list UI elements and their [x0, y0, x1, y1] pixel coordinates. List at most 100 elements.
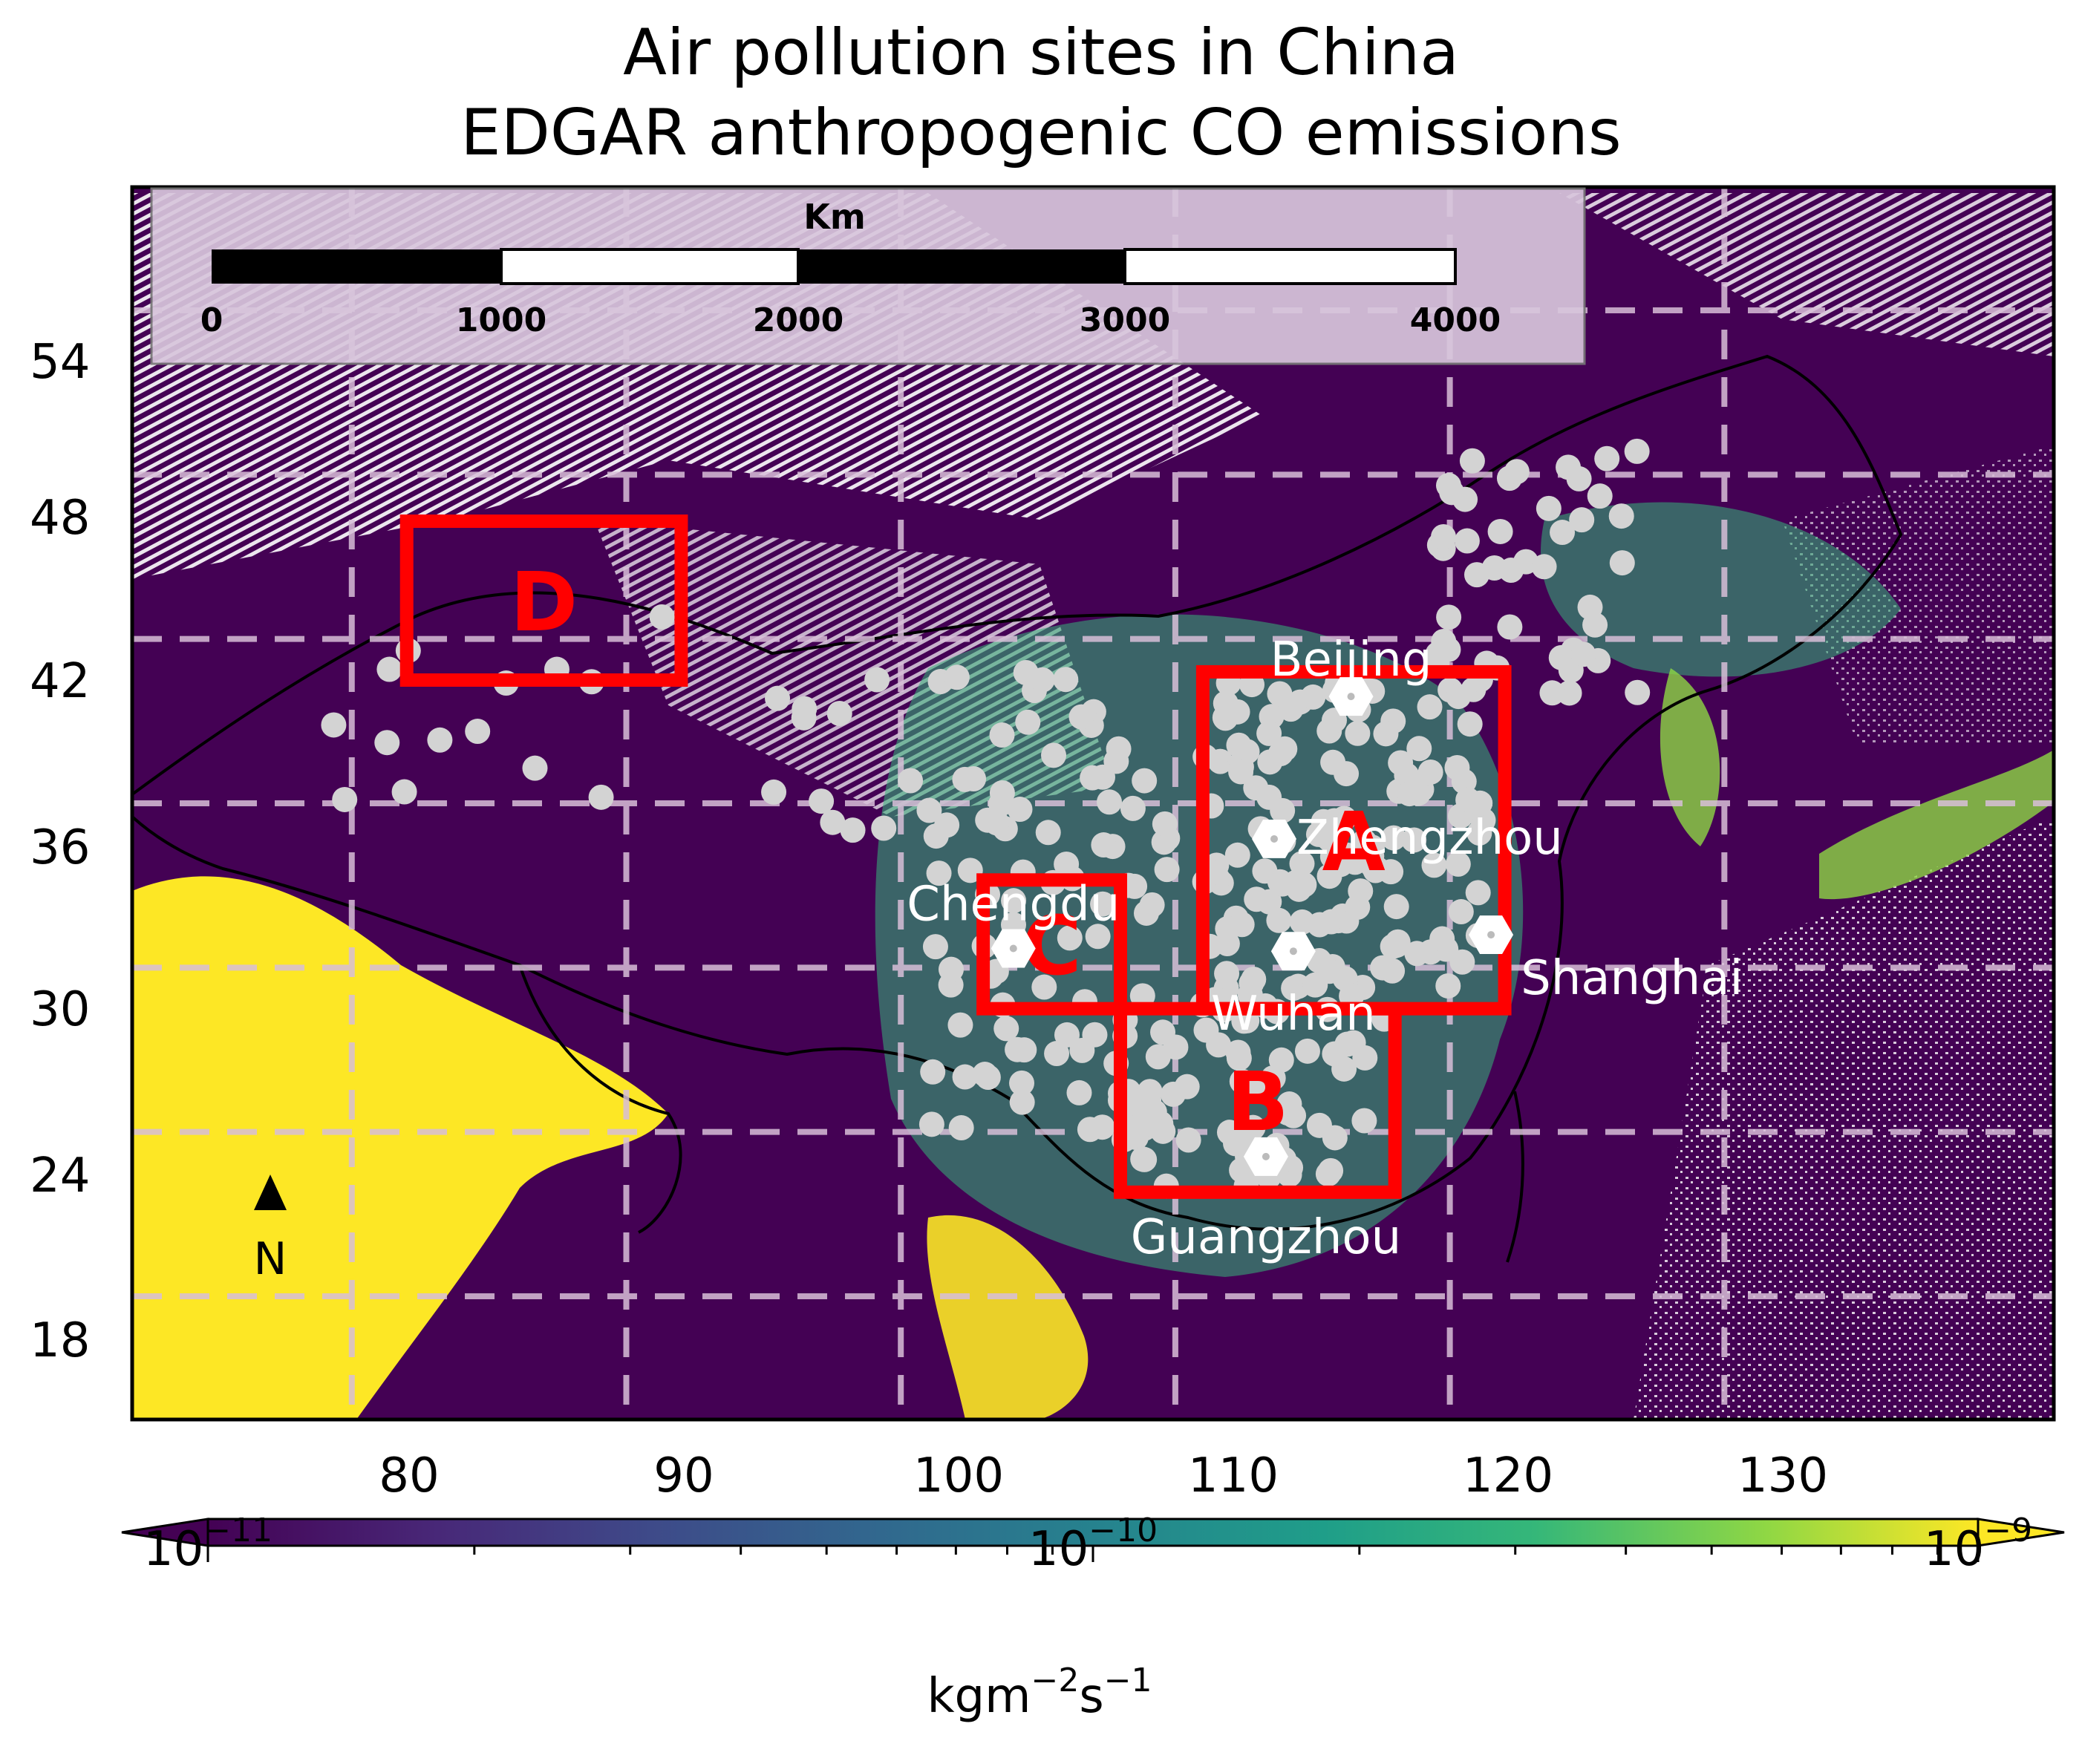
y-tick: 42: [30, 654, 91, 709]
site-point: [864, 667, 890, 693]
site-point: [1417, 759, 1443, 785]
x-tick: 120: [1462, 1448, 1554, 1503]
site-point: [1085, 924, 1111, 950]
site-point: [1294, 1038, 1320, 1064]
y-tick: 18: [30, 1313, 91, 1368]
site-point: [1035, 820, 1061, 846]
region-box: [1113, 1002, 1402, 1199]
x-tick: 80: [379, 1448, 440, 1503]
site-point: [1015, 709, 1041, 735]
site-point: [1286, 876, 1312, 902]
city-label: Guangzhou: [1131, 1210, 1401, 1265]
site-point: [1504, 459, 1530, 485]
site-point: [1150, 1019, 1176, 1045]
region-box: [976, 873, 1127, 1016]
site-point: [1334, 761, 1360, 787]
site-point: [1322, 1041, 1348, 1067]
site-point: [989, 780, 1015, 806]
scale-tick: 1000: [456, 301, 546, 339]
site-point: [588, 784, 614, 810]
site-point: [374, 730, 400, 756]
site-point: [1123, 1088, 1149, 1114]
colorbar: [121, 1518, 2065, 1562]
scale-tick: 4000: [1410, 301, 1501, 339]
site-point: [1053, 667, 1079, 693]
city-marker-dot: [1009, 944, 1017, 953]
site-point: [1031, 974, 1057, 1000]
site-point: [1373, 721, 1399, 747]
site-point: [1268, 1047, 1294, 1073]
site-point: [1431, 523, 1457, 549]
site-point: [1363, 858, 1388, 883]
scale-tick: 2000: [753, 301, 843, 339]
site-point: [1066, 1079, 1092, 1105]
site-point: [1448, 899, 1474, 925]
site-point: [1122, 873, 1148, 899]
site-point: [1054, 851, 1080, 877]
scale-bar: Km 0 1000 2000 3000 4000: [150, 187, 1586, 365]
site-point: [1001, 888, 1027, 914]
site-point: [1406, 736, 1432, 762]
city-marker-dot: [1487, 931, 1495, 939]
site-point: [952, 1064, 978, 1090]
site-point: [427, 727, 453, 753]
site-point: [1151, 829, 1177, 855]
site-point: [926, 860, 952, 886]
site-point: [1334, 842, 1360, 868]
site-point: [1082, 1022, 1108, 1048]
site-point: [1467, 790, 1493, 816]
site-point: [1316, 863, 1342, 889]
site-point: [1216, 1120, 1242, 1146]
site-point: [1421, 852, 1447, 878]
site-point: [1089, 1114, 1115, 1140]
site-point: [1215, 915, 1241, 941]
colorbar-extend-max: [1977, 1518, 2065, 1547]
site-point: [1429, 926, 1455, 952]
region-label: D: [510, 555, 578, 650]
site-point: [1609, 550, 1635, 576]
north-arrow: N: [254, 1175, 287, 1285]
emission-field: [132, 187, 2054, 1420]
site-point: [1009, 1089, 1035, 1115]
site-point: [1624, 438, 1650, 464]
site-point: [1228, 759, 1254, 785]
site-point: [1009, 1070, 1035, 1096]
site-point: [465, 719, 491, 745]
scale-tick: 3000: [1080, 301, 1170, 339]
site-point: [984, 810, 1010, 836]
site-point: [1570, 641, 1596, 667]
site-point: [1439, 480, 1465, 506]
site-point: [1214, 961, 1240, 987]
city-marker-dot: [1262, 1152, 1270, 1160]
site-point: [1608, 503, 1634, 529]
site-point: [920, 1059, 946, 1085]
site-point: [1625, 679, 1651, 705]
site-point: [761, 779, 787, 805]
site-point: [1270, 797, 1296, 823]
site-point: [1444, 755, 1470, 781]
site-point: [1207, 748, 1233, 774]
site-point: [522, 755, 548, 781]
site-point: [1091, 832, 1117, 858]
y-tick: 30: [30, 982, 91, 1037]
site-point: [1226, 732, 1252, 758]
site-point: [1306, 1112, 1332, 1138]
x-tick: 90: [653, 1448, 714, 1503]
site-point: [1445, 851, 1471, 877]
site-point: [898, 768, 924, 794]
site-point: [1175, 1127, 1201, 1153]
site-point: [1345, 894, 1371, 920]
site-point: [1161, 1081, 1187, 1107]
chart-title-line1: Air pollution sites in China: [623, 16, 1459, 90]
site-point: [820, 809, 846, 835]
site-point: [1152, 811, 1178, 837]
site-point: [826, 700, 852, 726]
north-label: N: [254, 1233, 287, 1285]
site-point: [1321, 808, 1347, 834]
site-point: [1385, 929, 1411, 955]
site-point: [1256, 720, 1282, 746]
city-marker-dot: [1270, 834, 1279, 843]
site-point: [948, 1115, 974, 1141]
site-point: [993, 1016, 1019, 1042]
region-label: B: [1227, 1054, 1289, 1149]
